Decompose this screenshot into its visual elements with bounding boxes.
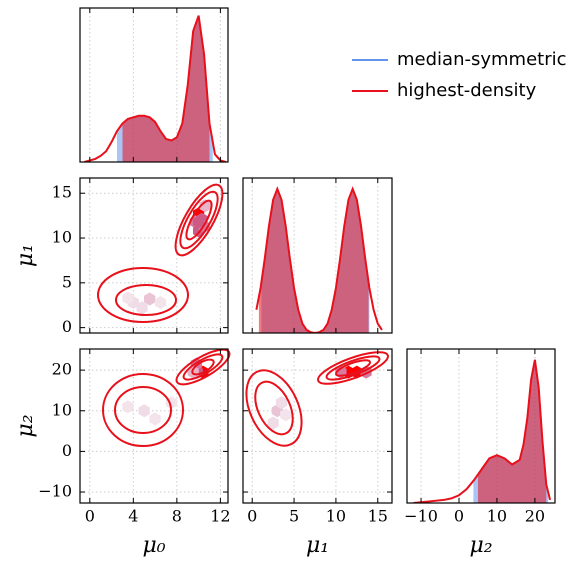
x-tick-label: 15 [368,507,388,526]
x-tick-label: 4 [128,507,138,526]
credible-interval [477,359,547,503]
y-tick-label: −10 [38,482,72,501]
contour [325,355,381,381]
hex-bin [138,404,150,418]
hex-bin [122,291,134,305]
x-tick-label: 10 [487,507,507,526]
frame [242,177,393,334]
contour [174,183,224,257]
x-tick-label: −10 [404,507,438,526]
x-axis-label: μ₂ [469,533,492,558]
y-tick-label: 5 [62,272,72,291]
y-tick-label: 10 [52,228,72,247]
density-curve [84,15,227,162]
frame [79,7,229,163]
credible-interval [258,188,369,333]
contour [102,373,184,447]
contour [175,348,231,386]
x-tick-label: 0 [247,507,257,526]
hex-bin [144,292,156,306]
hex-bin [275,396,288,410]
curve-group [84,15,227,162]
x-axis-label: μ₁ [306,533,329,558]
contour [317,351,389,385]
frame [79,177,229,334]
legend-label: median-symmetric [397,49,567,70]
x-tick-label: 12 [210,507,230,526]
hex-bin [267,416,279,430]
x-tick-label: 5 [289,507,299,526]
y-axis-label: μ₁ [13,244,38,267]
contour [97,267,189,323]
density-curve [255,186,383,333]
interval-group [477,359,547,503]
frame [406,348,556,504]
y-tick-label: 0 [62,317,72,336]
contour [254,380,294,436]
hex-bin [280,408,292,422]
frame [79,348,229,504]
hex-bin [149,412,161,426]
x-tick-label: 10 [326,507,346,526]
credible-interval [122,15,210,162]
density-curve [413,359,552,503]
hex-bin [122,400,134,414]
y-tick-label: 15 [52,183,72,202]
y-tick-label: 20 [52,360,72,379]
x-tick-label: 8 [172,507,182,526]
contour [334,359,372,377]
contour [114,386,172,434]
frame [242,348,393,504]
contour [115,284,177,316]
curve-group [413,359,552,503]
x-axis-label: μ₀ [142,533,165,558]
contour [191,358,215,376]
contours [97,183,389,447]
interval-group [122,15,210,162]
contour [245,369,303,447]
contour [182,353,224,381]
hex-bin [154,296,167,310]
x-tick-label: 0 [85,507,95,526]
hex-bin [192,215,205,229]
interval-group [258,188,369,333]
hex-bin [136,301,148,315]
axes: 0 5 10 15 μ₁ 0 4 8 12 −10 0 10 20 μ₀ μ₂ 0 5 10 15 μ₁ −10 0 10 2… [13,7,567,558]
contour [179,190,219,250]
curve-group [255,186,383,333]
y-axis-label: μ₂ [13,414,38,437]
legend-label: highest-density [397,80,537,101]
y-tick-label: 10 [52,400,72,419]
contour [185,199,213,241]
marks [80,8,552,503]
hex-bin [199,199,211,213]
x-tick-label: 20 [525,507,545,526]
x-tick-label: 0 [454,507,464,526]
y-tick-label: 0 [62,441,72,460]
